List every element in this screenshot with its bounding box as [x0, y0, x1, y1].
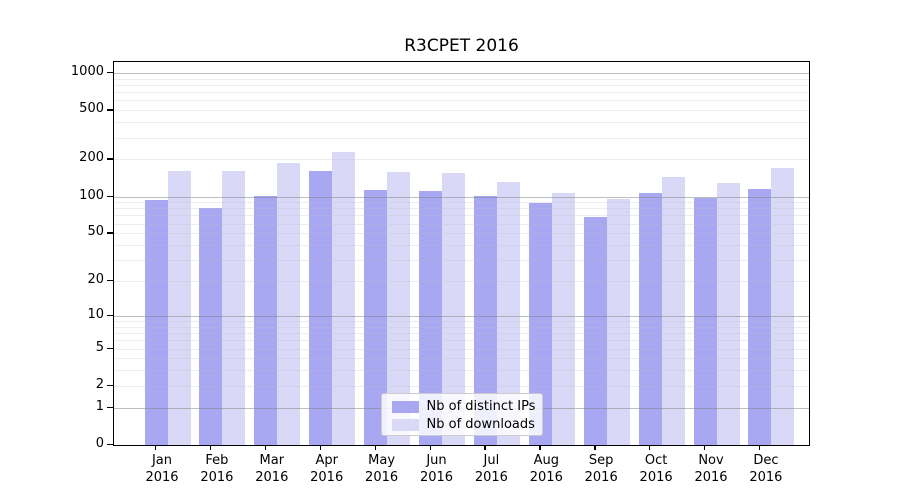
bar-downloads-jul-2016 — [496, 181, 520, 445]
x-tick-label: Jan 2016 — [145, 453, 179, 485]
y-tick-label: 50 — [87, 224, 104, 240]
x-tick-mark — [594, 445, 596, 450]
y-tick-label: 1000 — [70, 63, 104, 79]
bar-downloads-may-2016 — [387, 172, 411, 445]
y-tick-label: 100 — [79, 187, 104, 203]
gridline-500 — [114, 110, 809, 112]
x-tick-mark — [374, 445, 376, 450]
x-tick-label: Nov 2016 — [694, 453, 728, 485]
y-tick-mark — [107, 280, 113, 282]
bar-downloads-apr-2016 — [332, 151, 356, 445]
bar-distinct-ips-nov-2016 — [693, 198, 717, 445]
x-tick-mark — [429, 445, 431, 450]
bar-downloads-nov-2016 — [716, 182, 740, 445]
gridline-900 — [114, 78, 809, 80]
x-tick-label: Oct 2016 — [639, 453, 673, 485]
bar-distinct-ips-oct-2016 — [638, 193, 662, 445]
legend-swatch-distinct-ips — [391, 401, 419, 413]
legend-label: Nb of downloads — [426, 416, 535, 432]
legend-entry: Nb of downloads — [382, 416, 542, 433]
y-tick-mark — [107, 195, 113, 197]
y-tick-label: 2 — [95, 376, 104, 392]
bar-distinct-ips-jul-2016 — [473, 196, 497, 445]
y-tick-label: 0 — [95, 436, 104, 451]
bar-downloads-feb-2016 — [222, 171, 246, 445]
gridline-700 — [114, 92, 809, 94]
y-tick-label: 500 — [79, 101, 104, 117]
y-tick-mark — [107, 158, 113, 160]
bar-downloads-mar-2016 — [277, 162, 301, 445]
bar-distinct-ips-mar-2016 — [254, 196, 278, 445]
x-tick-mark — [484, 445, 486, 450]
bar-distinct-ips-jun-2016 — [419, 191, 442, 445]
x-tick-label: May 2016 — [365, 453, 399, 485]
y-tick-label: 200 — [79, 150, 104, 166]
x-tick-mark — [758, 445, 761, 450]
x-tick-label: Sep 2016 — [584, 453, 618, 485]
bar-distinct-ips-jan-2016 — [144, 199, 168, 445]
y-tick-mark — [107, 384, 113, 387]
bar-distinct-ips-feb-2016 — [199, 207, 223, 445]
x-tick-mark — [319, 445, 322, 450]
y-tick-mark — [107, 232, 113, 234]
bar-downloads-oct-2016 — [661, 176, 685, 445]
gridline-1000 — [114, 72, 809, 74]
y-tick-mark — [107, 444, 113, 446]
bar-distinct-ips-apr-2016 — [309, 171, 333, 445]
x-tick-mark — [209, 445, 212, 450]
x-tick-mark — [539, 445, 541, 450]
chart-title: R3CPET 2016 — [404, 36, 519, 56]
legend: Nb of distinct IPs Nb of downloads — [380, 393, 543, 436]
y-tick-label: 1 — [95, 398, 104, 414]
x-tick-mark — [155, 445, 157, 450]
bar-downloads-jan-2016 — [167, 171, 191, 445]
legend-swatch-downloads — [391, 418, 419, 431]
bar-downloads-dec-2016 — [771, 167, 795, 445]
legend-entry: Nb of distinct IPs — [382, 398, 542, 415]
gridline-200 — [114, 159, 809, 161]
x-tick-label: Aug 2016 — [529, 453, 563, 485]
bar-distinct-ips-aug-2016 — [528, 203, 552, 445]
x-tick-label: Apr 2016 — [310, 453, 344, 485]
y-tick-label: 5 — [95, 339, 104, 355]
y-tick-mark — [107, 109, 113, 111]
x-tick-label: Feb 2016 — [200, 453, 234, 485]
x-tick-label: Dec 2016 — [749, 453, 783, 485]
gridline-300 — [114, 137, 809, 139]
x-tick-mark — [264, 445, 267, 450]
gridline-600 — [114, 100, 809, 102]
y-tick-mark — [107, 406, 113, 409]
y-tick-mark — [107, 347, 113, 349]
bar-distinct-ips-may-2016 — [364, 189, 388, 445]
y-tick-mark — [107, 71, 113, 74]
y-tick-label: 10 — [87, 306, 104, 322]
x-tick-mark — [704, 445, 706, 450]
y-tick-label: 20 — [87, 272, 104, 287]
x-tick-mark — [649, 445, 651, 450]
bar-downloads-jun-2016 — [442, 173, 465, 445]
x-tick-label: Jun 2016 — [419, 453, 454, 485]
x-tick-label: Mar 2016 — [255, 453, 289, 485]
x-tick-label: Jul 2016 — [474, 453, 508, 485]
bar-distinct-ips-sep-2016 — [583, 216, 607, 445]
bar-downloads-sep-2016 — [606, 199, 630, 445]
gridline-800 — [114, 84, 809, 86]
bar-downloads-aug-2016 — [551, 192, 575, 445]
bar-distinct-ips-dec-2016 — [748, 189, 772, 445]
y-tick-mark — [107, 314, 113, 317]
legend-label: Nb of distinct IPs — [426, 399, 536, 414]
plot-area: Nb of distinct IPs Nb of downloads — [113, 61, 810, 446]
gridline-400 — [114, 122, 809, 124]
